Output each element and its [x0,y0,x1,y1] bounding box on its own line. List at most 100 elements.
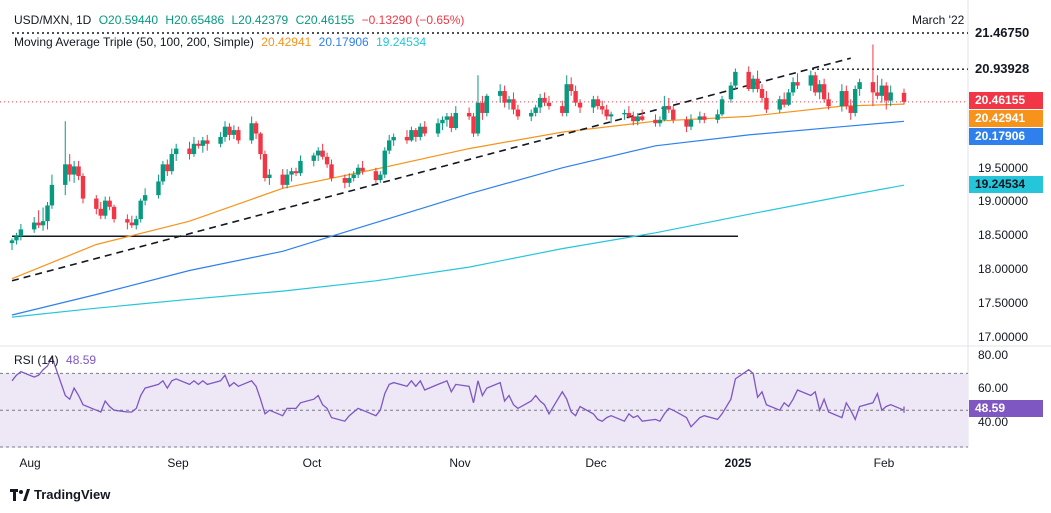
candle-body [639,116,645,120]
candle-body [18,229,24,237]
candle-body [169,154,174,172]
candle [813,71,818,96]
level-top-tag: 21.46750 [969,24,1043,41]
y-tick-label: 18.00000 [978,262,1029,276]
candle-body [435,123,441,134]
march22-annotation: March '22 [912,13,965,27]
candle [506,95,512,110]
candle [391,133,396,146]
candle-body [568,84,574,92]
candle [755,70,760,93]
candle [626,106,632,119]
candle [808,70,814,92]
low-value: L20.42379 [231,13,289,27]
candle-body [351,174,356,179]
tradingview-logo[interactable]: TradingView [10,487,110,502]
candle-body [480,102,485,113]
candle-body [901,92,907,102]
y-tick-label: 19.50000 [978,161,1029,175]
candle [697,111,703,124]
candle-body [688,119,694,127]
candle [187,141,192,160]
candle-body [249,123,254,141]
candle [497,84,503,103]
x-tick-label: Feb [873,456,895,470]
candle-body [879,85,885,96]
candle-body [31,222,37,230]
candle [666,97,671,113]
candle [857,78,862,96]
candle-body [236,130,241,141]
candle [688,114,694,131]
candle [759,84,765,103]
candle-body [156,181,161,196]
ma100-legend-value: 20.17906 [318,35,369,49]
candle [564,75,569,117]
candle [347,173,352,187]
candle [639,109,645,122]
candle-body [684,119,689,127]
candle-body [391,136,396,141]
candle [879,78,885,103]
candle [781,92,787,108]
candle [795,73,800,89]
candle-body [888,92,893,101]
candle [80,173,86,204]
trendline[interactable] [11,57,851,282]
candle [289,167,294,182]
candle-body [71,166,77,175]
candle-body [449,116,454,129]
candle [191,136,197,157]
candle-body [786,92,791,105]
candle-body [848,106,853,113]
candle-body [444,116,450,120]
candle-body [196,143,201,146]
candle-body [173,148,179,155]
candle [45,202,50,230]
candle-body [591,99,596,108]
candle [63,121,68,196]
candle [471,112,476,137]
candle-body [529,112,534,117]
brand-name: TradingView [34,487,111,502]
candle-body [138,200,143,220]
candle [311,152,316,167]
rsi-legend: RSI (14) 48.59 [14,353,100,367]
candle [542,92,547,107]
candle-body [817,84,822,93]
candle-body [471,116,476,134]
rsi-tick-label: 80.00 [978,348,1009,362]
candle [31,217,37,233]
candle-body [515,109,521,117]
candle [475,75,481,137]
candle-body [311,155,316,161]
candle [102,196,108,220]
candle-body [111,206,117,220]
candle [568,77,574,96]
candle [515,104,521,120]
candle [573,85,578,107]
candle-body [533,107,538,113]
candle-body [36,222,41,226]
change-value: −0.13290 (−0.65%) [361,13,465,27]
candle-body [134,219,139,226]
rsi-pane [0,355,968,448]
candle [360,160,365,175]
candle [111,204,117,223]
candle-body [635,116,640,122]
candle-body [475,102,481,134]
candle-body [719,99,725,115]
candle-body [826,99,831,107]
candle-body [382,150,387,175]
candle-body [76,166,81,176]
candle-body [258,133,263,155]
candle [422,121,427,137]
candle [635,112,640,126]
candle-body [347,178,352,183]
candle [316,147,321,161]
candle-body [342,178,348,183]
close-value: C20.46155 [295,13,355,27]
candle [671,106,676,124]
candle [750,75,756,93]
